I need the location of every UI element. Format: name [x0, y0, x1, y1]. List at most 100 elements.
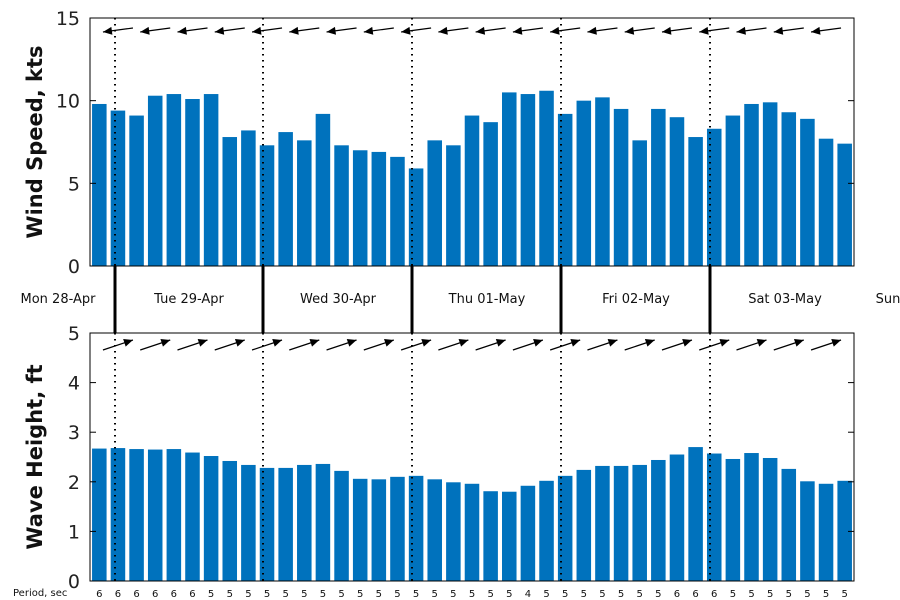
wave-arrow-head: [756, 339, 767, 347]
wave-bar: [408, 475, 424, 581]
wave-arrow-head: [234, 339, 245, 347]
period-value: 5: [767, 589, 773, 600]
wave-arrow-head: [346, 339, 357, 347]
wind-arrow-head: [736, 26, 746, 35]
wind-bar: [762, 102, 778, 266]
wave-bar: [371, 479, 387, 581]
period-value: 5: [357, 589, 363, 600]
wind-bar: [706, 128, 722, 266]
wind-bar: [595, 97, 610, 266]
period-value: 5: [208, 589, 214, 600]
period-value: 5: [562, 589, 568, 600]
period-value: 5: [506, 589, 512, 600]
wind-bar: [352, 150, 368, 266]
wave-bar: [241, 464, 256, 581]
period-value: 6: [189, 589, 195, 600]
period-value: 5: [543, 589, 549, 600]
period-value: 6: [115, 589, 121, 600]
wave-plot-frame: [89, 332, 855, 582]
wind-plot-frame: [89, 17, 855, 267]
wave-bar: [651, 459, 666, 581]
day-label: Tue 29-Apr: [153, 292, 224, 307]
period-value: 6: [674, 589, 680, 600]
wave-bar: [576, 469, 592, 581]
day-label: Mon 28-Apr: [21, 292, 97, 307]
period-value: 5: [841, 589, 847, 600]
wave-bar: [352, 478, 368, 581]
wind-bar: [744, 103, 759, 266]
wave-arrow-head: [272, 339, 283, 347]
wind-bar: [557, 113, 573, 266]
wind-bar: [203, 94, 219, 266]
wave-ytick-label: 1: [68, 521, 80, 543]
period-value: 6: [152, 589, 158, 600]
wave-bar: [185, 452, 200, 581]
wave-bar: [595, 465, 610, 581]
wind-arrow-head: [214, 26, 225, 35]
wind-bar: [725, 115, 741, 266]
period-value: 6: [96, 589, 102, 600]
wave-arrow-head: [682, 339, 692, 347]
wave-ytick-label: 3: [68, 422, 80, 444]
wave-arrow-head: [533, 339, 543, 347]
wind-bar: [613, 108, 629, 267]
wind-bar: [241, 130, 256, 266]
wind-bar: [297, 140, 312, 266]
wind-bar: [651, 108, 666, 267]
period-value: 6: [133, 589, 139, 600]
period-value: 5: [320, 589, 326, 600]
day-label: Fri 02-May: [602, 292, 670, 307]
wave-bar: [800, 481, 815, 581]
wave-bar: [520, 485, 536, 581]
day-labels: Mon 28-Apr Tue 29-Apr Wed 30-Apr Thu 01-May…: [21, 266, 900, 333]
wind-speed-panel: 0 5 10 15 Wind Speed, kts: [23, 8, 855, 278]
wave-bar: [669, 454, 685, 581]
wave-arrow-head: [160, 339, 171, 347]
wave-direction-arrows: [102, 339, 842, 351]
wave-arrow-head: [793, 339, 804, 347]
wind-arrow-head: [438, 26, 448, 35]
period-value: 5: [637, 589, 643, 600]
period-value: 5: [469, 589, 475, 600]
period-value: 5: [450, 589, 456, 600]
period-value: 5: [338, 589, 344, 600]
period-value: 6: [711, 589, 717, 600]
period-value: 5: [804, 589, 810, 600]
wind-bar: [446, 145, 461, 266]
wave-bar: [315, 463, 331, 581]
wave-ytick-label: 4: [68, 373, 80, 395]
period-value: 5: [301, 589, 307, 600]
wind-arrow-head: [512, 26, 523, 35]
wind-speed-bars: [92, 90, 852, 267]
wind-direction-arrows: [102, 26, 842, 35]
wind-bar: [92, 103, 107, 266]
period-value: 5: [823, 589, 829, 600]
wave-arrow-head: [458, 339, 469, 347]
period-row: Period, sec 6 6 6 6 6 6 5 5 5 5 5 5 5 5 5 5 5 5 5 5 5 5 5 4 5 5 5 5…: [13, 588, 848, 600]
wind-bar: [781, 112, 797, 267]
wave-arrow-head: [607, 339, 618, 347]
period-value: 5: [376, 589, 382, 600]
day-label: Sun: [876, 292, 900, 307]
day-label: Sat 03-May: [748, 292, 822, 307]
wave-bar: [278, 467, 293, 581]
period-value: 5: [394, 589, 400, 600]
period-value: 5: [618, 589, 624, 600]
wave-bar: [203, 456, 219, 581]
wave-bar: [129, 449, 144, 581]
wind-bar: [502, 92, 517, 267]
wave-arrow-head: [719, 339, 730, 347]
day-label: Thu 01-May: [448, 292, 526, 307]
wind-bar: [334, 145, 349, 266]
wave-arrow-head: [197, 339, 208, 347]
wind-bar: [520, 94, 536, 266]
wind-bar: [110, 110, 126, 266]
wind-bar: [539, 90, 554, 266]
wave-height-panel: 0 1 2 3 4 5 Wave Height, ft: [23, 323, 855, 593]
wind-arrow-head: [624, 26, 635, 35]
wave-y-axis: 0 1 2 3 4 5: [68, 323, 854, 593]
wind-arrow-head: [661, 26, 672, 35]
period-value: 5: [786, 589, 792, 600]
period-value: 5: [245, 589, 251, 600]
